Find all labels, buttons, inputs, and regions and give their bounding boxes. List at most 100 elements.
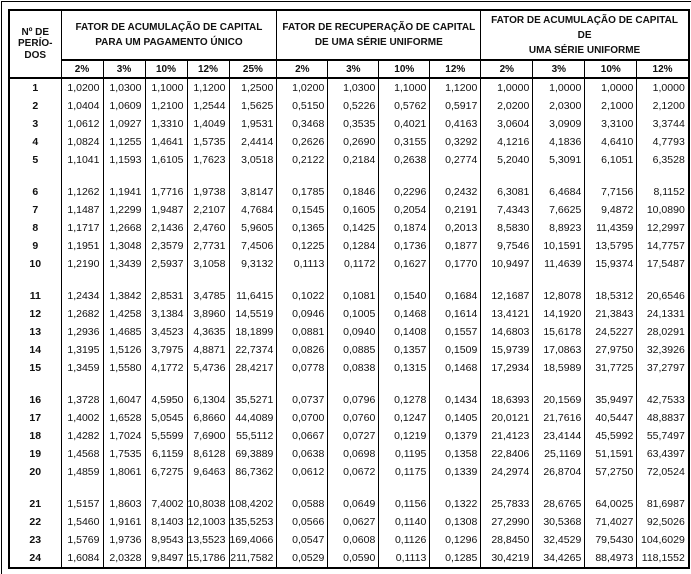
value-cell: 0,2191 <box>429 201 482 219</box>
value-cell: 8,6128 <box>186 445 230 463</box>
value-cell: 8,5830 <box>480 219 534 237</box>
spacer-cell <box>378 481 431 495</box>
value-cell: 1,6105 <box>144 151 188 169</box>
value-cell: 1,7535 <box>102 445 146 463</box>
value-cell: 1,0000 <box>584 78 638 97</box>
value-cell: 0,4021 <box>378 115 431 133</box>
value-cell: 0,0881 <box>276 323 329 341</box>
value-cell: 88,4973 <box>584 549 638 568</box>
period-cell: 21 <box>8 495 62 513</box>
value-cell: 0,1557 <box>429 323 482 341</box>
value-cell: 45,5992 <box>584 427 638 445</box>
value-cell: 48,8837 <box>636 409 690 427</box>
value-cell: 4,3635 <box>186 323 230 341</box>
rate-header-g3-10%: 10% <box>584 60 638 79</box>
group-title-row: Nº DE PERÍO- DOS FATOR DE ACUMULAÇÃO DE … <box>8 10 690 79</box>
value-cell: 0,1005 <box>327 305 380 323</box>
value-cell: 211,7582 <box>228 549 278 568</box>
value-cell: 3,7975 <box>144 341 188 359</box>
value-cell: 12,1687 <box>480 287 534 305</box>
value-cell: 0,0700 <box>276 409 329 427</box>
value-cell: 24,2974 <box>480 463 534 481</box>
value-cell: 2,1200 <box>636 97 690 115</box>
value-cell: 5,9605 <box>228 219 278 237</box>
band-spacer-row <box>8 481 690 495</box>
value-cell: 28,4217 <box>228 359 278 377</box>
rate-header-g2-3%: 3% <box>327 60 380 79</box>
value-cell: 8,1403 <box>144 513 188 531</box>
value-cell: 1,0000 <box>636 78 690 97</box>
value-cell: 1,0300 <box>327 78 380 97</box>
value-cell: 7,6625 <box>532 201 586 219</box>
value-cell: 0,2638 <box>378 151 431 169</box>
value-cell: 0,1874 <box>378 219 431 237</box>
spacer-cell <box>480 377 534 391</box>
period-cell: 22 <box>8 513 62 531</box>
value-cell: 0,1379 <box>429 427 482 445</box>
value-cell: 0,5150 <box>276 97 329 115</box>
value-cell: 3,0518 <box>228 151 278 169</box>
value-cell: 18,5989 <box>532 359 586 377</box>
spacer-cell <box>8 169 62 183</box>
value-cell: 1,0000 <box>532 78 586 97</box>
period-cell: 24 <box>8 549 62 568</box>
period-cell: 23 <box>8 531 62 549</box>
value-cell: 7,6900 <box>186 427 230 445</box>
spacer-cell <box>327 169 380 183</box>
value-cell: 79,5430 <box>584 531 638 549</box>
value-cell: 0,0627 <box>327 513 380 531</box>
value-cell: 1,0609 <box>102 97 146 115</box>
value-cell: 28,0291 <box>636 323 690 341</box>
value-cell: 1,2682 <box>60 305 104 323</box>
value-cell: 1,3728 <box>60 391 104 409</box>
value-cell: 22,8406 <box>480 445 534 463</box>
period-cell: 10 <box>8 255 62 273</box>
value-cell: 1,8061 <box>102 463 146 481</box>
value-cell: 17,5487 <box>636 255 690 273</box>
value-cell: 0,1315 <box>378 359 431 377</box>
value-cell: 6,1159 <box>144 445 188 463</box>
value-cell: 2,3579 <box>144 237 188 255</box>
value-cell: 0,0727 <box>327 427 380 445</box>
table-row: 1 1,0200 1,0300 1,1000 1,1200 1,2500 1,0200 1,0… <box>8 78 690 97</box>
period-column-header: Nº DE PERÍO- DOS <box>8 10 62 79</box>
value-cell: 1,0824 <box>60 133 104 151</box>
value-cell: 0,1605 <box>327 201 380 219</box>
value-cell: 0,0649 <box>327 495 380 513</box>
value-cell: 2,7731 <box>186 237 230 255</box>
value-cell: 0,1434 <box>429 391 482 409</box>
table-row: 17 1,4002 1,6528 5,0545 6,8660 44,4089 0,0700 0… <box>8 409 690 427</box>
value-cell: 10,9497 <box>480 255 534 273</box>
value-cell: 1,0300 <box>102 78 146 97</box>
value-cell: 0,1278 <box>378 391 431 409</box>
value-cell: 1,3439 <box>102 255 146 273</box>
value-cell: 0,0590 <box>327 549 380 568</box>
value-cell: 42,7533 <box>636 391 690 409</box>
group-header-capital-recovery: FATOR DE RECUPERAÇÃO DE CAPITAL DE UMA S… <box>276 10 482 61</box>
value-cell: 12,1003 <box>186 513 230 531</box>
value-cell: 1,1041 <box>60 151 104 169</box>
value-cell: 11,6415 <box>228 287 278 305</box>
value-cell: 0,1175 <box>378 463 431 481</box>
value-cell: 1,2299 <box>102 201 146 219</box>
value-cell: 108,4202 <box>228 495 278 513</box>
value-cell: 0,1322 <box>429 495 482 513</box>
value-cell: 1,2668 <box>102 219 146 237</box>
spacer-cell <box>584 273 638 287</box>
spacer-cell <box>584 481 638 495</box>
value-cell: 64,0025 <box>584 495 638 513</box>
value-cell: 27,9750 <box>584 341 638 359</box>
value-cell: 8,9543 <box>144 531 188 549</box>
value-cell: 0,1358 <box>429 445 482 463</box>
value-cell: 0,2626 <box>276 133 329 151</box>
value-cell: 11,4359 <box>584 219 638 237</box>
value-cell: 0,5917 <box>429 97 482 115</box>
value-cell: 63,4397 <box>636 445 690 463</box>
value-cell: 1,4258 <box>102 305 146 323</box>
value-cell: 0,1156 <box>378 495 431 513</box>
value-cell: 1,2434 <box>60 287 104 305</box>
value-cell: 1,4568 <box>60 445 104 463</box>
period-cell: 1 <box>8 78 62 97</box>
value-cell: 2,2107 <box>186 201 230 219</box>
